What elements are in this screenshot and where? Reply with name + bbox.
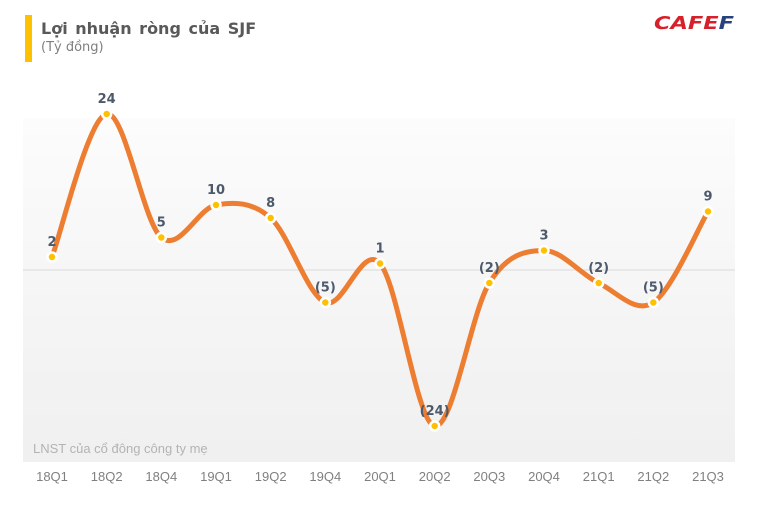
data-point-marker xyxy=(319,296,332,309)
series-note: LNST của cổ đông công ty mẹ xyxy=(33,441,208,456)
x-axis-label: 18Q4 xyxy=(145,469,177,484)
data-point-marker xyxy=(155,231,168,244)
x-axis-label: 18Q2 xyxy=(91,469,123,484)
x-axis-label: 20Q3 xyxy=(473,469,505,484)
data-point-label: (2) xyxy=(479,261,500,276)
accent-bar xyxy=(25,15,32,62)
x-axis-label: 19Q4 xyxy=(309,469,341,484)
data-point-label: (2) xyxy=(588,261,609,276)
data-point-label: 24 xyxy=(98,92,116,107)
plot-area: LNST của cổ đông công ty mẹ xyxy=(23,118,735,462)
data-point-marker xyxy=(264,212,277,224)
x-axis-label: 20Q2 xyxy=(419,469,451,484)
data-point-label: 10 xyxy=(207,183,225,198)
data-point-label: 5 xyxy=(157,216,166,231)
cafef-logo-blue-text: F xyxy=(718,13,734,34)
data-point-marker xyxy=(374,257,386,270)
data-point-marker xyxy=(210,199,222,211)
x-axis-label: 19Q1 xyxy=(200,469,232,484)
x-axis-label: 20Q1 xyxy=(364,469,396,484)
cafef-logo-red-text: CAFE xyxy=(653,13,719,34)
data-point-marker xyxy=(100,108,113,120)
data-point-marker xyxy=(538,244,550,257)
data-point-marker xyxy=(46,251,58,263)
data-point-label: 8 xyxy=(266,196,275,211)
x-axis-label: 19Q2 xyxy=(255,469,287,484)
data-point-marker xyxy=(483,277,496,289)
cafef-logo: CAFEF xyxy=(654,13,734,34)
data-point-label: 1 xyxy=(375,242,384,257)
data-point-label: (24) xyxy=(420,404,450,419)
x-axis-label: 21Q2 xyxy=(637,469,669,484)
data-point-marker xyxy=(428,420,441,432)
data-point-marker xyxy=(592,277,605,289)
chart-subtitle: (Tỷ đồng) xyxy=(41,40,104,56)
data-point-label: (5) xyxy=(643,281,664,296)
chart-title: Lợi nhuận ròng của SJF xyxy=(41,19,257,39)
data-point-label: 3 xyxy=(539,229,548,244)
x-axis-label: 18Q1 xyxy=(36,469,68,484)
x-axis-label: 20Q4 xyxy=(528,469,560,484)
data-point-marker xyxy=(647,296,660,309)
data-point-label: 2 xyxy=(47,235,56,250)
data-point-label: 9 xyxy=(703,190,712,205)
title-block: Lợi nhuận ròng của SJF (Tỷ đồng) xyxy=(25,15,256,62)
data-point-label: (5) xyxy=(315,281,336,296)
x-axis-label: 21Q1 xyxy=(583,469,615,484)
x-axis-label: 21Q3 xyxy=(692,469,724,484)
data-point-marker xyxy=(702,205,714,218)
